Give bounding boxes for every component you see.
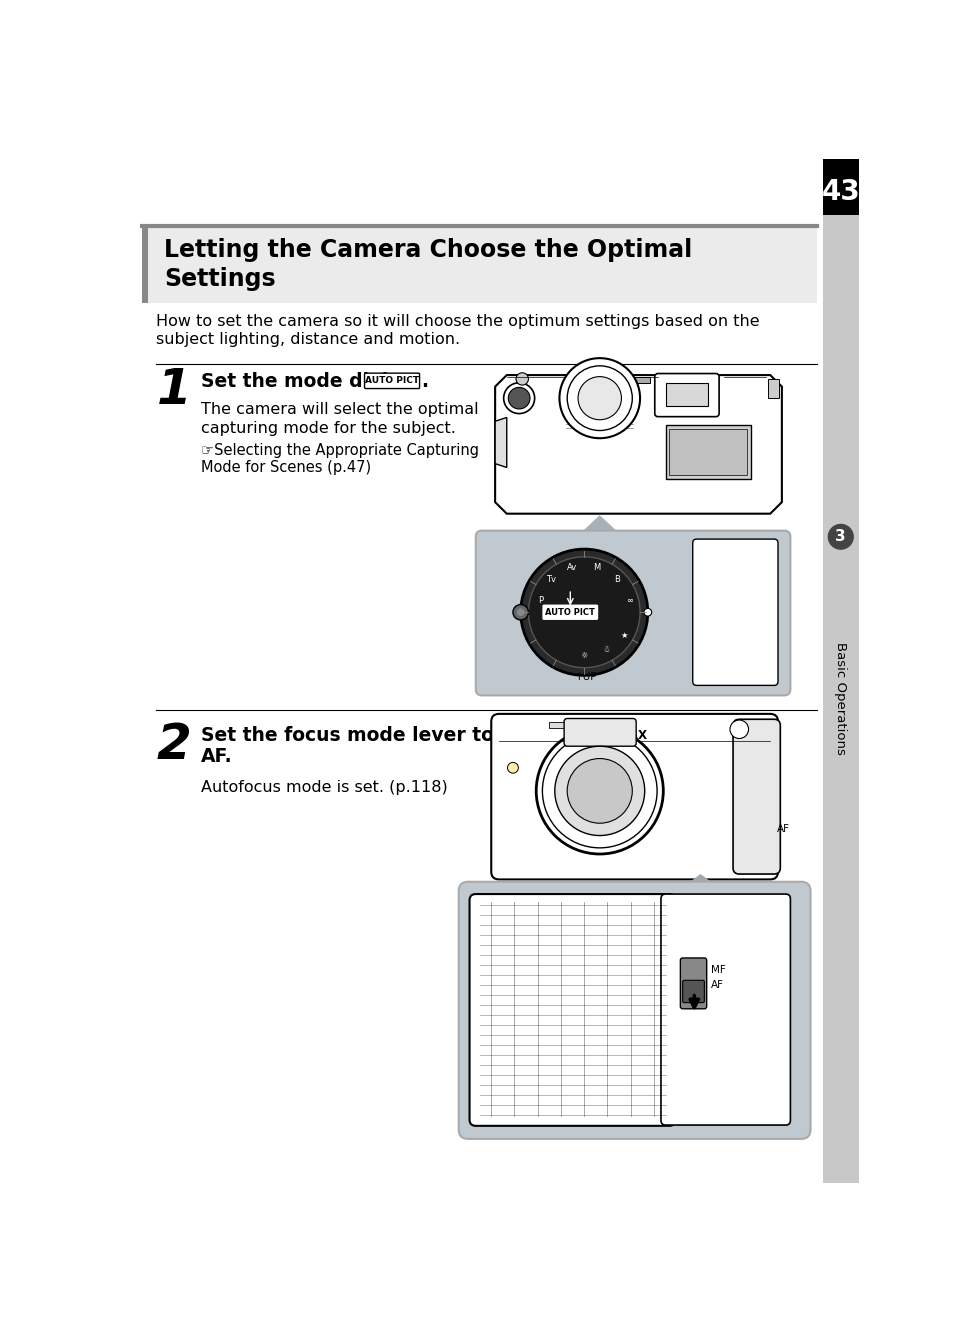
Polygon shape bbox=[576, 516, 622, 537]
Bar bbox=[822, 159, 858, 1183]
FancyBboxPatch shape bbox=[682, 981, 703, 1002]
Text: M: M bbox=[592, 563, 599, 571]
Text: P: P bbox=[537, 597, 543, 605]
Circle shape bbox=[827, 525, 852, 549]
Circle shape bbox=[536, 728, 662, 855]
Text: 43: 43 bbox=[821, 178, 860, 206]
Text: AF: AF bbox=[776, 824, 789, 835]
Text: AUTO PICT: AUTO PICT bbox=[545, 607, 595, 617]
Text: MF: MF bbox=[710, 965, 724, 974]
FancyBboxPatch shape bbox=[542, 605, 598, 619]
Text: Mode for Scenes (p.47): Mode for Scenes (p.47) bbox=[200, 460, 371, 474]
Text: The camera will select the optimal: The camera will select the optimal bbox=[200, 403, 477, 417]
Text: ☞Selecting the Appropriate Capturing: ☞Selecting the Appropriate Capturing bbox=[200, 443, 478, 459]
Text: AF.: AF. bbox=[200, 747, 232, 766]
FancyBboxPatch shape bbox=[364, 373, 419, 388]
Circle shape bbox=[513, 605, 528, 619]
FancyBboxPatch shape bbox=[660, 894, 790, 1126]
Circle shape bbox=[528, 557, 639, 667]
FancyBboxPatch shape bbox=[476, 530, 790, 695]
Text: B: B bbox=[614, 575, 619, 583]
Text: Set the focus mode lever to: Set the focus mode lever to bbox=[200, 726, 493, 746]
Circle shape bbox=[567, 759, 632, 823]
Bar bbox=[142, 226, 148, 303]
Circle shape bbox=[558, 358, 639, 439]
Bar bbox=[665, 425, 750, 478]
Text: ☼: ☼ bbox=[579, 651, 587, 661]
Circle shape bbox=[520, 549, 647, 675]
FancyBboxPatch shape bbox=[732, 719, 780, 874]
Circle shape bbox=[516, 372, 528, 385]
Text: Basic Operations: Basic Operations bbox=[834, 642, 846, 755]
Text: 2: 2 bbox=[156, 720, 191, 768]
FancyBboxPatch shape bbox=[469, 894, 675, 1126]
Text: AUTO PICT: AUTO PICT bbox=[365, 376, 418, 385]
Bar bbox=[148, 226, 816, 303]
Bar bbox=[669, 429, 746, 476]
FancyBboxPatch shape bbox=[458, 881, 810, 1139]
Bar bbox=[665, 383, 707, 405]
Text: ☃: ☃ bbox=[601, 645, 609, 654]
Circle shape bbox=[567, 365, 632, 431]
Text: Av: Av bbox=[566, 563, 577, 571]
Circle shape bbox=[555, 746, 644, 836]
Text: 1: 1 bbox=[156, 367, 191, 415]
Text: Settings: Settings bbox=[164, 267, 275, 291]
Text: subject lighting, distance and motion.: subject lighting, distance and motion. bbox=[156, 332, 460, 347]
FancyBboxPatch shape bbox=[563, 719, 636, 746]
Text: PENTAX: PENTAX bbox=[595, 728, 647, 742]
FancyBboxPatch shape bbox=[654, 373, 719, 417]
Circle shape bbox=[503, 383, 534, 413]
Text: Set the mode dial to: Set the mode dial to bbox=[200, 372, 416, 391]
FancyBboxPatch shape bbox=[491, 714, 778, 880]
Text: ∞: ∞ bbox=[625, 595, 632, 605]
Text: Tv: Tv bbox=[546, 575, 556, 583]
Text: How to set the camera so it will choose the optimum settings based on the: How to set the camera so it will choose … bbox=[156, 314, 760, 328]
Bar bbox=[822, 159, 858, 215]
Text: ★: ★ bbox=[620, 631, 628, 639]
Circle shape bbox=[517, 609, 524, 617]
Circle shape bbox=[729, 720, 748, 739]
Text: AF: AF bbox=[710, 979, 722, 990]
FancyBboxPatch shape bbox=[679, 958, 706, 1009]
Bar bbox=[618, 376, 649, 383]
Polygon shape bbox=[495, 375, 781, 514]
Bar bbox=[549, 722, 596, 728]
Circle shape bbox=[542, 734, 657, 848]
FancyBboxPatch shape bbox=[692, 540, 778, 686]
Text: Autofocus mode is set. (p.118): Autofocus mode is set. (p.118) bbox=[200, 780, 447, 795]
Circle shape bbox=[508, 387, 530, 409]
Circle shape bbox=[578, 376, 620, 420]
Text: 3: 3 bbox=[835, 529, 845, 545]
Circle shape bbox=[643, 609, 651, 617]
Text: Letting the Camera Choose the Optimal: Letting the Camera Choose the Optimal bbox=[164, 238, 692, 262]
Bar bbox=[767, 379, 778, 399]
Text: capturing mode for the subject.: capturing mode for the subject. bbox=[200, 421, 455, 436]
Polygon shape bbox=[495, 417, 506, 468]
Text: .: . bbox=[420, 372, 427, 391]
Polygon shape bbox=[677, 874, 723, 890]
Text: ↑UP: ↑UP bbox=[575, 672, 598, 682]
Circle shape bbox=[507, 763, 517, 773]
